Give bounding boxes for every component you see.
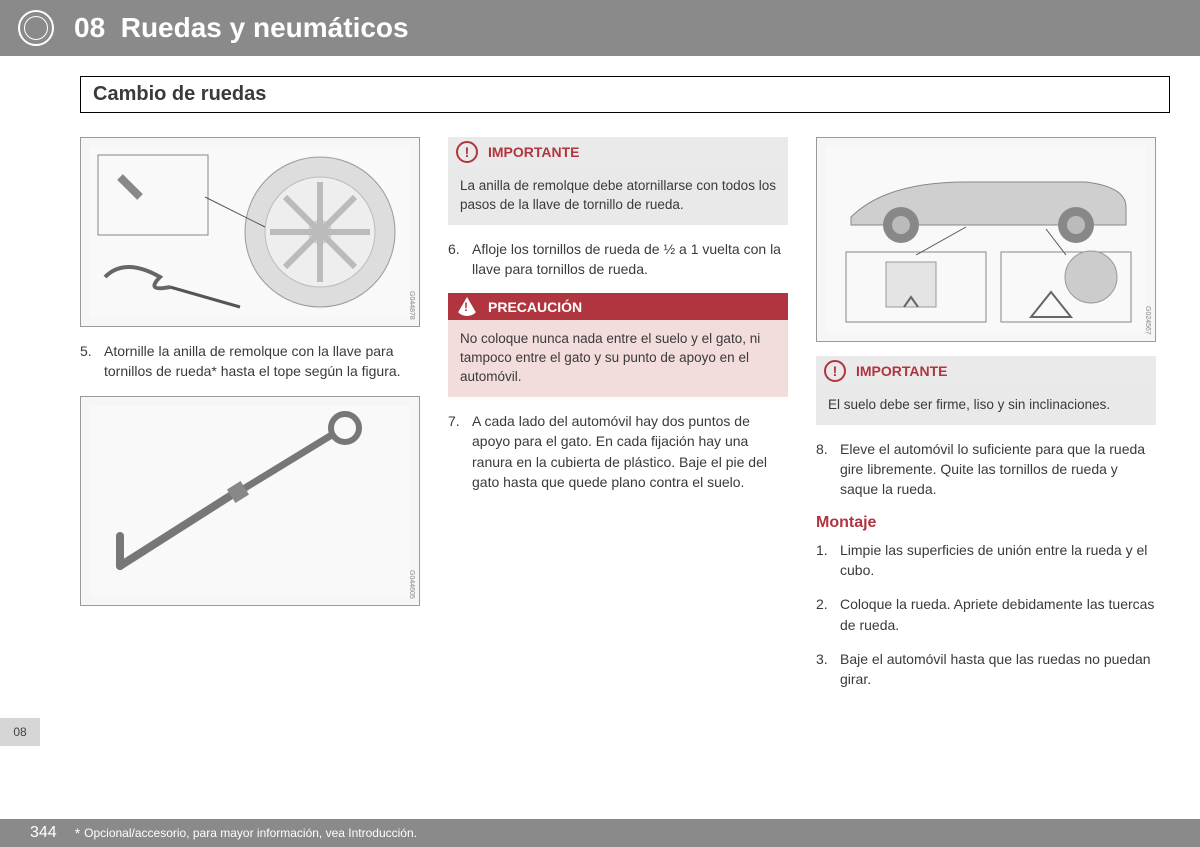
columns: G044878 5. Atornille la anilla de remolq… [80,137,1170,704]
warning-box: PRECAUCIÓN No coloque nunca nada entre e… [448,293,788,397]
side-tab: 08 [0,718,40,746]
column-2: ! IMPORTANTE La anilla de remolque debe … [448,137,788,704]
info-icon: ! [824,360,846,382]
chapter-number: 08 [74,12,105,43]
chapter-header: 08 Ruedas y neumáticos [0,0,1200,56]
callout-label: PRECAUCIÓN [488,299,582,315]
mount-step-3: 3. Baje el automóvil hasta que las rueda… [816,649,1156,690]
callout-header: ! IMPORTANTE [816,356,1156,386]
step-text: Baje el automóvil hasta que las ruedas n… [840,649,1156,690]
step-6: 6. Afloje los tornillos de rueda de ½ a … [448,239,788,280]
wheel-wrench-illustration [90,147,410,317]
step-number: 1. [816,540,840,581]
warning-icon [456,297,478,316]
subheading-montaje: Montaje [816,514,1156,532]
column-3: G024567 ! IMPORTANTE El suelo debe ser f… [816,137,1156,704]
tire-icon [18,10,54,46]
figure-code: G044878 [408,291,415,320]
footnote-star: * [75,825,80,841]
step-number: 8. [816,439,840,500]
callout-body: No coloque nunca nada entre el suelo y e… [448,320,788,397]
step-text: Eleve el automóvil lo suficiente para qu… [840,439,1156,500]
figure-code: G044605 [408,570,415,599]
important-box-1: ! IMPORTANTE La anilla de remolque debe … [448,137,788,225]
important-box-2: ! IMPORTANTE El suelo debe ser firme, li… [816,356,1156,425]
mount-step-2: 2. Coloque la rueda. Apriete debidamente… [816,594,1156,635]
page-footer: 344 * Opcional/accesorio, para mayor inf… [0,819,1200,847]
step-number: 3. [816,649,840,690]
step-text: Afloje los tornillos de rueda de ½ a 1 v… [472,239,788,280]
callout-body: La anilla de remolque debe atornillarse … [448,167,788,225]
step-text: Limpie las superficies de unión entre la… [840,540,1156,581]
callout-header: PRECAUCIÓN [448,293,788,320]
page-number: 344 [30,824,57,842]
figure-wheel-wrench: G044878 [80,137,420,327]
column-1: G044878 5. Atornille la anilla de remolq… [80,137,420,704]
step-7: 7. A cada lado del automóvil hay dos pun… [448,411,788,492]
callout-body: El suelo debe ser firme, liso y sin incl… [816,386,1156,425]
step-8: 8. Eleve el automóvil lo suficiente para… [816,439,1156,500]
callout-label: IMPORTANTE [856,363,948,379]
step-number: 2. [816,594,840,635]
figure-tow-eye-wrench: G044605 [80,396,420,606]
figure-car-jack: G024567 [816,137,1156,342]
section-title: Cambio de ruedas [80,76,1170,113]
step-number: 6. [448,239,472,280]
tow-eye-illustration [90,406,410,596]
chapter-title: 08 Ruedas y neumáticos [74,12,409,44]
callout-header: ! IMPORTANTE [448,137,788,167]
step-text: Atornille la anilla de remolque con la l… [104,341,420,382]
step-5: 5. Atornille la anilla de remolque con l… [80,341,420,382]
page-content: Cambio de ruedas [0,56,1200,704]
car-jack-illustration [826,147,1146,332]
step-text: Coloque la rueda. Apriete debidamente la… [840,594,1156,635]
callout-label: IMPORTANTE [488,144,580,160]
step-text: A cada lado del automóvil hay dos puntos… [472,411,788,492]
footnote-text: Opcional/accesorio, para mayor informaci… [84,826,417,840]
info-icon: ! [456,141,478,163]
figure-code: G024567 [1144,306,1151,335]
step-number: 7. [448,411,472,492]
mount-step-1: 1. Limpie las superficies de unión entre… [816,540,1156,581]
step-number: 5. [80,341,104,382]
chapter-name: Ruedas y neumáticos [121,12,409,43]
